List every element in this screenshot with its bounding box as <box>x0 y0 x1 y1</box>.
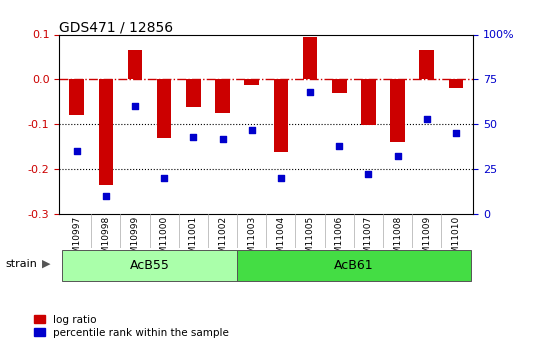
Text: strain: strain <box>5 259 37 269</box>
Text: ▶: ▶ <box>42 259 51 269</box>
Point <box>247 127 256 132</box>
FancyBboxPatch shape <box>237 250 471 281</box>
Text: GSM11006: GSM11006 <box>335 216 344 265</box>
Point <box>306 89 314 95</box>
Text: AcB61: AcB61 <box>334 259 374 272</box>
Text: GSM11005: GSM11005 <box>306 216 315 265</box>
Point <box>102 193 110 199</box>
Point <box>451 130 460 136</box>
Legend: log ratio, percentile rank within the sample: log ratio, percentile rank within the sa… <box>32 313 231 340</box>
FancyBboxPatch shape <box>62 250 237 281</box>
Point <box>189 134 197 139</box>
Point <box>160 175 168 181</box>
Bar <box>332 79 346 93</box>
Point <box>73 148 81 154</box>
Bar <box>244 79 259 85</box>
Point <box>364 172 373 177</box>
Text: GSM11003: GSM11003 <box>247 216 256 265</box>
Bar <box>420 50 434 79</box>
Text: GSM11010: GSM11010 <box>451 216 461 265</box>
Text: GSM11004: GSM11004 <box>277 216 285 265</box>
Point <box>393 154 402 159</box>
Bar <box>274 79 288 152</box>
Bar <box>157 79 172 138</box>
Text: GSM10998: GSM10998 <box>101 216 110 265</box>
Bar <box>128 50 143 79</box>
Point <box>218 136 227 141</box>
Text: GSM11000: GSM11000 <box>160 216 169 265</box>
Text: GSM10999: GSM10999 <box>131 216 139 265</box>
Text: GSM10997: GSM10997 <box>72 216 81 265</box>
Text: GSM11009: GSM11009 <box>422 216 431 265</box>
Point <box>277 175 285 181</box>
Bar <box>303 37 317 79</box>
Bar <box>361 79 376 125</box>
Point <box>335 143 344 148</box>
Bar <box>69 79 84 115</box>
Text: GSM11008: GSM11008 <box>393 216 402 265</box>
Text: GSM11007: GSM11007 <box>364 216 373 265</box>
Bar <box>390 79 405 142</box>
Text: GDS471 / 12856: GDS471 / 12856 <box>59 20 173 34</box>
Text: AcB55: AcB55 <box>130 259 169 272</box>
Bar <box>186 79 201 107</box>
Point <box>422 116 431 121</box>
Text: GSM11001: GSM11001 <box>189 216 198 265</box>
Bar <box>98 79 113 185</box>
Bar <box>215 79 230 113</box>
Point <box>131 104 139 109</box>
Text: GSM11002: GSM11002 <box>218 216 227 265</box>
Bar <box>449 79 463 88</box>
